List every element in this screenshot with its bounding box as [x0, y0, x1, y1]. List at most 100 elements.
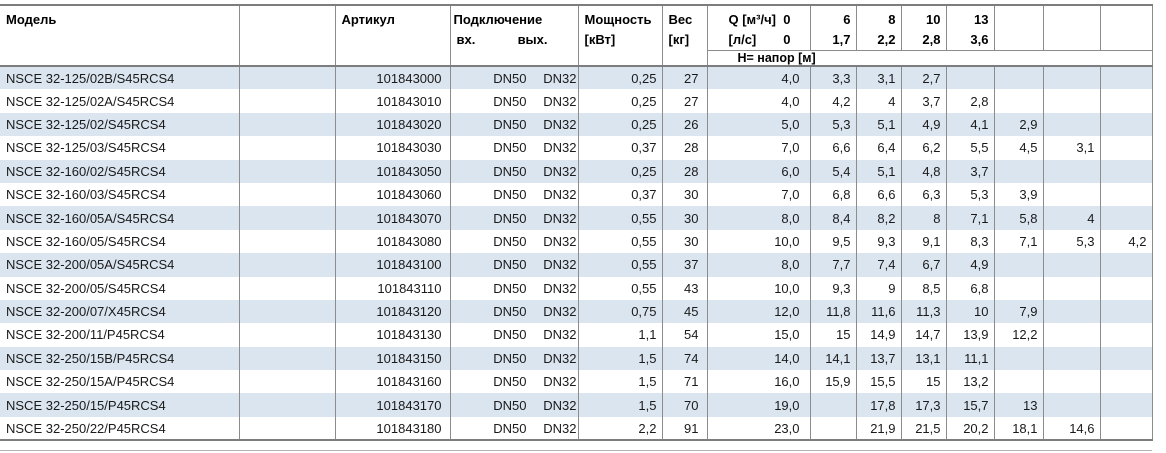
flow-q-cell: 7,0: [707, 182, 811, 207]
weight-cell: 71: [662, 370, 708, 394]
article-cell: 101843150: [335, 346, 451, 371]
head-cell-extra-1: [994, 89, 1044, 113]
head-cell-extra-2: [1043, 112, 1101, 137]
q-zero-m3h: 0: [783, 12, 791, 27]
table-row: NSCE 32-200/07/X45RCS4 101843120 DN50 DN…: [0, 299, 1153, 324]
model-cell: NSCE 32-250/22/P45RCS4: [0, 416, 240, 441]
model-cell: NSCE 32-200/05/S45RCS4: [0, 276, 240, 300]
model-cell: NSCE 32-160/05A/S45RCS4: [0, 206, 240, 230]
article-cell: 101843120: [335, 299, 451, 324]
table-row: NSCE 32-250/15/P45RCS4 101843170 DN50 DN…: [0, 393, 1153, 417]
weight-unit-label: [кг]: [668, 32, 690, 47]
head-cell-extra-1: 5,8: [994, 206, 1044, 230]
blank-cell: [239, 89, 336, 113]
dn-outlet-value: DN32: [543, 70, 577, 86]
power-cell: 0,25: [578, 159, 663, 183]
model-cell: NSCE 32-160/03/S45RCS4: [0, 182, 240, 207]
head-cell-extra-3: [1100, 276, 1153, 300]
q-zero-ls: 0: [783, 32, 791, 47]
weight-cell: 45: [662, 299, 708, 324]
head-cell-10: 2,7: [901, 66, 947, 90]
flow-13-ls: 3,6: [970, 32, 989, 47]
weight-cell: 27: [662, 89, 708, 113]
head-cell-8: 6,6: [856, 182, 902, 207]
connection-cell: DN50 DN32: [450, 66, 579, 90]
col-header-weight: Вес [кг]: [662, 5, 708, 66]
dn-outlet-value: DN32: [543, 374, 577, 390]
blank-cell: [239, 323, 336, 347]
flow-q-cell: 4,0: [707, 66, 811, 90]
model-cell: NSCE 32-125/03/S45RCS4: [0, 136, 240, 160]
flow-10-m3h: 10: [926, 12, 941, 27]
table-body: NSCE 32-125/02B/S45RCS4 101843000 DN50 D…: [0, 66, 1153, 441]
col-header-flow-10: 10 2,8: [901, 5, 947, 51]
dn-inlet-value: DN50: [493, 304, 527, 320]
model-cell: NSCE 32-125/02B/S45RCS4: [0, 66, 240, 90]
flow-q-cell: 5,0: [707, 112, 811, 137]
head-cell-10: 21,5: [901, 416, 947, 441]
head-cell-extra-2: [1043, 66, 1101, 90]
head-cell-extra-1: [994, 346, 1044, 371]
dn-inlet-value: DN50: [493, 93, 527, 109]
dn-inlet-value: DN50: [493, 397, 527, 413]
weight-cell: 27: [662, 66, 708, 90]
head-cell-6: 6,8: [810, 182, 857, 207]
blank-cell: [239, 66, 336, 90]
weight-cell: 30: [662, 182, 708, 207]
head-cell-13: 13,9: [946, 323, 995, 347]
dn-outlet-value: DN32: [543, 420, 577, 436]
dn-inlet-value: DN50: [493, 280, 527, 296]
head-cell-10: 8: [901, 206, 947, 230]
head-cell-13: 20,2: [946, 416, 995, 441]
table-row: NSCE 32-160/03/S45RCS4 101843060 DN50 DN…: [0, 182, 1153, 207]
weight-cell: 74: [662, 346, 708, 371]
head-cell-extra-3: 4,2: [1100, 229, 1153, 254]
blank-cell: [239, 253, 336, 277]
power-cell: 0,37: [578, 182, 663, 207]
dn-inlet-value: DN50: [493, 233, 527, 249]
head-cell-extra-1: 18,1: [994, 416, 1044, 441]
head-cell-8: 5,1: [856, 112, 902, 137]
col-header-extra-1: [994, 5, 1044, 51]
head-cell-extra-2: [1043, 323, 1101, 347]
power-cell: 1,5: [578, 393, 663, 417]
connection-cell: DN50 DN32: [450, 299, 579, 324]
article-cell: 101843100: [335, 253, 451, 277]
power-cell: 0,25: [578, 89, 663, 113]
head-cell-extra-1: 7,9: [994, 299, 1044, 324]
blank-cell: [239, 276, 336, 300]
head-cell-13: 3,7: [946, 159, 995, 183]
head-cell-extra-3: [1100, 66, 1153, 90]
dn-outlet-value: DN32: [543, 163, 577, 179]
head-cell-extra-3: [1100, 299, 1153, 324]
dn-outlet-value: DN32: [543, 116, 577, 132]
blank-cell: [239, 416, 336, 441]
flow-q-cell: 12,0: [707, 299, 811, 324]
model-cell: NSCE 32-125/02A/S45RCS4: [0, 89, 240, 113]
flow-13-m3h: 13: [974, 12, 989, 27]
dn-inlet-value: DN50: [493, 327, 527, 343]
connection-cell: DN50 DN32: [450, 416, 579, 441]
article-cell: 101843130: [335, 323, 451, 347]
model-cell: NSCE 32-250/15/P45RCS4: [0, 393, 240, 417]
head-cell-extra-3: [1100, 182, 1153, 207]
col-header-flow-6: 6 1,7: [810, 5, 857, 51]
blank-cell: [239, 136, 336, 160]
head-cell-10: 6,7: [901, 253, 947, 277]
head-cell-13: 10: [946, 299, 995, 324]
flow-8-ls: 2,2: [877, 32, 896, 47]
connection-cell: DN50 DN32: [450, 229, 579, 254]
head-cell-extra-3: [1100, 393, 1153, 417]
flow-q-cell: 23,0: [707, 416, 811, 441]
head-cell-6: 7,7: [810, 253, 857, 277]
head-cell-13: 11,1: [946, 346, 995, 371]
table-row: NSCE 32-200/05A/S45RCS4 101843100 DN50 D…: [0, 253, 1153, 277]
connection-cell: DN50 DN32: [450, 206, 579, 230]
head-cell-6: 5,4: [810, 159, 857, 183]
head-cell-6: 5,3: [810, 112, 857, 137]
weight-cell: 37: [662, 253, 708, 277]
head-cell-extra-1: 7,1: [994, 229, 1044, 254]
head-cell-13: 7,1: [946, 206, 995, 230]
head-cell-extra-1: [994, 276, 1044, 300]
head-cell-extra-2: [1043, 253, 1101, 277]
